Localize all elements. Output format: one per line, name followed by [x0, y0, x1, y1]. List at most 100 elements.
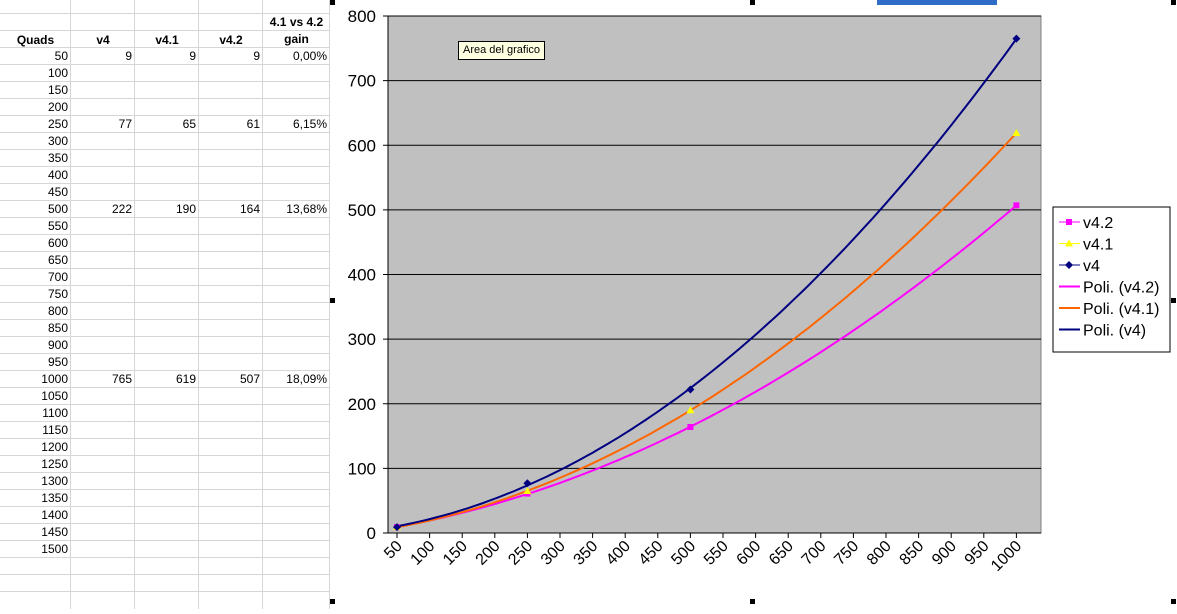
cell-quads[interactable]: 1500 [41, 542, 68, 556]
column-gridline [134, 0, 135, 609]
cell-v4[interactable]: 222 [111, 202, 132, 216]
cell-gain[interactable]: 6,15% [292, 117, 327, 131]
resize-handle[interactable] [1171, 0, 1176, 5]
cell-quads[interactable]: 1350 [41, 491, 68, 505]
cell-quads[interactable]: 1250 [41, 457, 68, 471]
cell-quads[interactable]: 1400 [41, 508, 68, 522]
row-gridline [0, 353, 330, 354]
cell-quads[interactable]: 1450 [41, 525, 68, 539]
resize-handle[interactable] [1171, 599, 1176, 604]
x-tick-label: 700 [799, 538, 830, 569]
cell-quads[interactable]: 700 [47, 270, 68, 284]
cell-quads[interactable]: 1150 [42, 423, 68, 437]
cell-quads[interactable]: 350 [47, 151, 68, 165]
cell-quads[interactable]: 600 [47, 236, 68, 250]
data-point-v4 [393, 523, 401, 532]
x-tick-label: 600 [734, 538, 765, 569]
row-gridline [0, 455, 330, 456]
row-gridline [0, 81, 330, 82]
chart-object[interactable]: 0 100 200 300 400 500 600 700 800 50 100 150 200 250 3… [330, 0, 1177, 609]
cell-quads[interactable]: 850 [47, 321, 68, 335]
resize-handle[interactable] [750, 599, 755, 604]
cell-quads[interactable]: 1300 [41, 474, 68, 488]
resize-handle[interactable] [1171, 298, 1176, 303]
x-tick-label: 100 [408, 538, 439, 569]
data-point-v4.2 [1013, 202, 1020, 209]
cell-quads[interactable]: 1000 [41, 372, 68, 386]
legend-entry: Poli. (v4.1) [1083, 301, 1159, 318]
cell-v42[interactable]: 507 [239, 372, 260, 386]
header-v4[interactable]: v4 [96, 33, 110, 47]
header-gain-line2[interactable]: gain [284, 32, 309, 46]
header-v42[interactable]: v4.2 [219, 33, 243, 47]
cell-quads[interactable]: 500 [47, 202, 68, 216]
row-gridline [0, 47, 330, 48]
cell-v4[interactable]: 77 [118, 117, 132, 131]
column-gridline [262, 0, 263, 609]
cell-quads[interactable]: 50 [54, 49, 68, 63]
cell-quads[interactable]: 1050 [41, 389, 68, 403]
row-gridline [0, 234, 330, 235]
cell-quads[interactable]: 200 [47, 100, 68, 114]
cell-quads[interactable]: 450 [47, 185, 68, 199]
cell-quads[interactable]: 400 [47, 168, 68, 182]
row-gridline [0, 336, 330, 337]
cell-quads[interactable]: 750 [47, 287, 68, 301]
x-tick-label: 750 [831, 538, 862, 569]
row-gridline [0, 523, 330, 524]
cell-v42[interactable]: 164 [239, 202, 260, 216]
cell-v4[interactable]: 9 [125, 49, 132, 63]
header-quads[interactable]: Quads [16, 33, 55, 47]
cell-quads[interactable]: 150 [47, 83, 68, 97]
header-v41[interactable]: v4.1 [155, 33, 179, 47]
x-tick-label: 800 [864, 538, 895, 569]
x-tick-label: 200 [473, 538, 504, 569]
cell-v42[interactable]: 61 [246, 117, 260, 131]
cell-quads[interactable]: 950 [47, 355, 68, 369]
cell-quads[interactable]: 1200 [41, 440, 68, 454]
legend-marker [1066, 219, 1072, 225]
cell-v42[interactable]: 9 [253, 49, 260, 63]
row-gridline [0, 319, 330, 320]
cell-quads[interactable]: 650 [47, 253, 68, 267]
row-gridline [0, 149, 330, 150]
y-tick-label: 300 [348, 330, 376, 349]
row-gridline [0, 421, 330, 422]
resize-handle[interactable] [330, 0, 335, 5]
row-gridline [0, 64, 330, 65]
spreadsheet[interactable]: Quads v4 v4.1 v4.2 4.1 vs 4.2 gain 50 9 9 9 0,00% 1… [0, 0, 330, 609]
cell-v41[interactable]: 65 [182, 117, 196, 131]
cell-v41[interactable]: 9 [189, 49, 196, 63]
cell-quads[interactable]: 800 [47, 304, 68, 318]
resize-handle[interactable] [750, 0, 755, 5]
header-gain-line1[interactable]: 4.1 vs 4.2 [269, 15, 324, 29]
cell-v41[interactable]: 619 [175, 372, 196, 386]
column-gridline [198, 0, 199, 609]
legend-box [1052, 206, 1171, 353]
row-gridline [0, 404, 330, 405]
cell-gain[interactable]: 18,09% [286, 372, 327, 386]
x-tick-label: 850 [897, 538, 928, 569]
cell-v4[interactable]: 765 [111, 372, 132, 386]
row-gridline [0, 200, 330, 201]
row-gridline [0, 438, 330, 439]
x-tick-label: 650 [766, 538, 797, 569]
cell-quads[interactable]: 250 [47, 117, 68, 131]
cell-quads[interactable]: 1100 [42, 406, 68, 420]
cell-gain[interactable]: 0,00% [292, 49, 327, 63]
resize-handle[interactable] [330, 298, 335, 303]
data-point-v4.1 [523, 486, 532, 494]
row-gridline [0, 268, 330, 269]
cell-quads[interactable]: 550 [47, 219, 68, 233]
row-gridline [0, 30, 330, 31]
column-gridline [329, 0, 330, 609]
cell-quads[interactable]: 100 [47, 66, 68, 80]
cell-quads[interactable]: 300 [47, 134, 68, 148]
x-tick-label: 300 [538, 538, 569, 569]
row-gridline [0, 98, 330, 99]
resize-handle[interactable] [330, 599, 335, 604]
cell-quads[interactable]: 900 [47, 338, 68, 352]
cell-gain[interactable]: 13,68% [286, 202, 327, 216]
cell-v41[interactable]: 190 [175, 202, 196, 216]
